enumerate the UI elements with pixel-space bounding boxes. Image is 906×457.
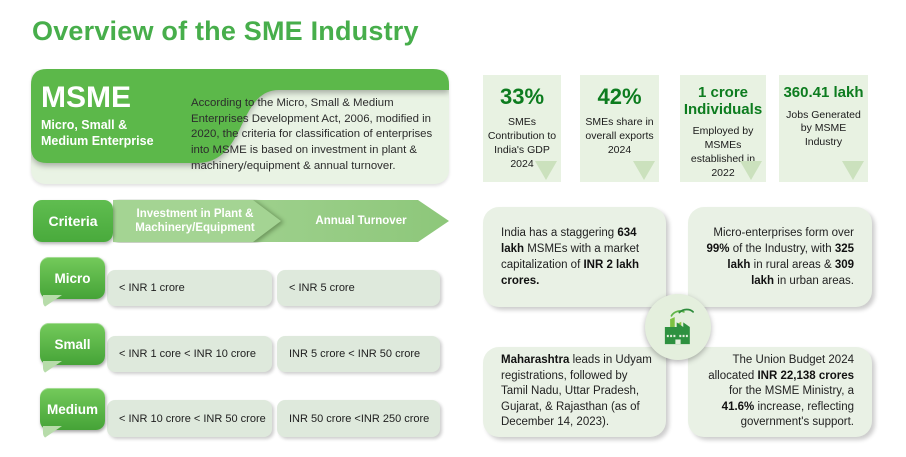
stat-card-jobs: 360.41 lakh Jobs Generated by MSME Indus… xyxy=(779,75,868,182)
small-turnover-value: INR 5 crore < INR 50 crore xyxy=(277,336,440,372)
corner-triangle-icon xyxy=(633,161,655,180)
banner-green-shape xyxy=(31,69,449,163)
msme-banner: MSME Micro, Small & Medium Enterprise Ac… xyxy=(31,69,449,184)
factory-icon xyxy=(664,308,694,345)
row-label-medium: Medium xyxy=(40,388,105,439)
arrow-band-shape xyxy=(113,200,449,242)
fact-text-union-budget: The Union Budget 2024 allocated INR 22,1… xyxy=(708,354,854,429)
stat-value-employment: 1 crore Individuals xyxy=(683,84,763,118)
corner-triangle-icon xyxy=(535,161,557,180)
fact-box-union-budget: The Union Budget 2024 allocated INR 22,1… xyxy=(688,347,872,437)
center-icon-circle xyxy=(645,294,711,360)
stat-card-exports: 42% SMEs share in overall exports 2024 xyxy=(580,75,659,182)
msme-subtitle-line1: Micro, Small & xyxy=(41,118,128,132)
column-header-turnover: Annual Turnover xyxy=(315,214,407,227)
msme-acronym: MSME xyxy=(41,81,131,114)
msme-subtitle-line2: Medium Enterprise xyxy=(41,134,154,149)
msme-description: According to the Micro, Small & Medium E… xyxy=(191,97,433,172)
medium-turnover-value: INR 50 crore <INR 250 crore xyxy=(277,400,440,437)
fact-text-msme-count: India has a staggering 634 lakh MSMEs wi… xyxy=(501,226,640,288)
fact-text-udyam-registrations: Maharashtra leads in Udyam registrations… xyxy=(501,354,652,429)
medium-investment-value: < INR 10 crore < INR 50 crore xyxy=(107,400,272,437)
stat-label-employment: Employed by MSMEs established in 2022 xyxy=(690,125,756,179)
column-header-investment: Investment in Plant & Machinery/Equipmen… xyxy=(135,207,255,234)
page-title: Overview of the SME Industry xyxy=(32,16,419,46)
msme-subtitle: Micro, Small & Medium Enterprise xyxy=(41,117,154,150)
corner-triangle-icon xyxy=(842,161,864,180)
stat-card-gdp: 33% SMEs Contribution to India's GDP 202… xyxy=(483,75,561,182)
corner-triangle-icon xyxy=(740,161,762,180)
fact-box-msme-count: India has a staggering 634 lakh MSMEs wi… xyxy=(483,207,666,307)
small-investment-value: < INR 1 core < INR 10 crore xyxy=(107,336,272,372)
row-label-micro: Micro xyxy=(40,257,105,308)
stat-label-gdp: SMEs Contribution to India's GDP 2024 xyxy=(487,116,557,170)
fact-box-micro-share: Micro-enterprises form over 99% of the I… xyxy=(688,207,872,307)
stat-label-exports: SMEs share in overall exports 2024 xyxy=(585,116,654,156)
micro-turnover-value: < INR 5 crore xyxy=(277,270,440,306)
micro-investment-value: < INR 1 crore xyxy=(107,270,272,306)
stat-label-jobs: Jobs Generated by MSME Industry xyxy=(786,108,861,149)
criteria-arrow-band: Investment in Plant & Machinery/Equipmen… xyxy=(113,199,450,243)
fact-box-udyam-registrations: Maharashtra leads in Udyam registrations… xyxy=(483,347,666,437)
stat-value-exports: 42% xyxy=(597,84,642,109)
row-label-small: Small xyxy=(40,323,105,374)
stat-value-jobs: 360.41 lakh xyxy=(783,84,864,101)
criteria-header-label: Criteria xyxy=(33,200,113,242)
stat-card-employment: 1 crore Individuals Employed by MSMEs es… xyxy=(680,75,766,182)
stat-value-gdp: 33% xyxy=(499,84,545,109)
fact-text-micro-share: Micro-enterprises form over 99% of the I… xyxy=(706,226,854,288)
